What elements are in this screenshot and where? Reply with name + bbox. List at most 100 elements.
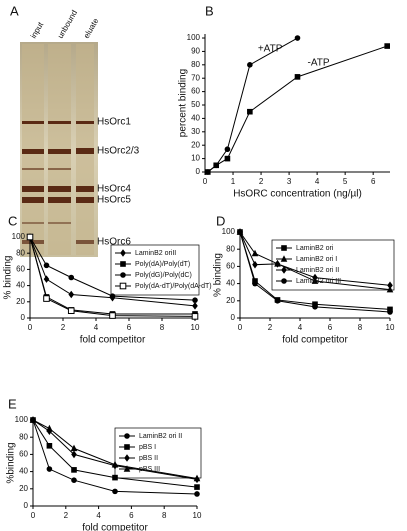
- marker: [193, 474, 201, 482]
- marker: [46, 466, 53, 472]
- y-tick-label: 60: [226, 262, 235, 271]
- panel-label: B: [205, 3, 214, 18]
- y-tick-label: 60: [19, 450, 28, 459]
- x-tick-label: 8: [358, 323, 363, 332]
- x-tick-label: 1: [231, 177, 236, 186]
- marker: [224, 146, 231, 153]
- x-tick-label: 5: [343, 177, 348, 186]
- marker: [43, 262, 50, 269]
- marker: [191, 313, 199, 320]
- y-axis-label: percent binding: [178, 69, 189, 137]
- x-axis-label: HsORC concentration (ng/µl): [233, 189, 362, 200]
- marker: [68, 274, 75, 281]
- legend-label: pBS III: [139, 466, 160, 473]
- marker: [192, 297, 198, 303]
- x-tick-label: 6: [129, 511, 134, 520]
- y-tick-label: 30: [191, 127, 200, 136]
- band-label: HsOrc2/3: [97, 146, 140, 157]
- marker: [192, 302, 198, 310]
- x-tick-label: 0: [203, 177, 208, 186]
- x-tick-label: 10: [193, 511, 202, 520]
- y-tick-label: 20: [226, 296, 235, 305]
- y-tick-label: 100: [15, 415, 29, 424]
- marker: [213, 162, 220, 169]
- y-tick-label: 10: [191, 154, 200, 163]
- legend-label: pBS II: [139, 455, 158, 462]
- y-tick-label: 0: [24, 501, 29, 510]
- marker: [46, 424, 53, 432]
- y-tick-label: 40: [226, 279, 235, 288]
- marker: [109, 312, 116, 319]
- y-tick-label: 80: [16, 248, 25, 257]
- x-tick-label: 4: [298, 323, 303, 332]
- x-tick-label: 0: [31, 511, 36, 520]
- x-tick-label: 6: [127, 323, 132, 332]
- panel-label: E: [8, 396, 17, 411]
- marker: [274, 298, 281, 304]
- y-tick-label: 60: [16, 265, 25, 274]
- marker: [252, 260, 258, 269]
- marker: [312, 273, 318, 282]
- legend-marker: [123, 465, 131, 472]
- y-tick-label: 20: [16, 297, 25, 306]
- marker: [43, 295, 50, 302]
- band-label: HsOrc6: [97, 237, 131, 248]
- marker: [109, 293, 116, 299]
- band-label: HsOrc5: [97, 195, 131, 206]
- x-tick-label: 10: [191, 323, 200, 332]
- y-tick-label: 100: [222, 227, 236, 236]
- legend-label: Poly(dG)/Poly(dC): [135, 272, 192, 279]
- panel-label: C: [8, 213, 17, 228]
- x-axis-label: fold competitor: [80, 335, 146, 346]
- y-tick-label: 40: [19, 467, 28, 476]
- lane-label: input: [29, 20, 46, 40]
- y-tick-label: 0: [231, 313, 236, 322]
- gel-image: [20, 42, 98, 257]
- series-line: [207, 45, 388, 173]
- x-axis-label: fold competitor: [82, 523, 148, 531]
- marker: [68, 290, 75, 299]
- y-tick-label: 20: [191, 140, 200, 149]
- y-tick-label: 100: [12, 232, 26, 241]
- marker: [67, 307, 75, 315]
- legend-label: LaminB2 oriII: [135, 250, 176, 257]
- legend-label: LaminB2 ori: [296, 245, 334, 252]
- y-tick-label: 0: [21, 313, 26, 322]
- legend-marker: [120, 272, 126, 278]
- marker: [247, 108, 253, 115]
- marker: [294, 35, 301, 41]
- marker: [274, 260, 281, 268]
- x-tick-label: 8: [162, 511, 167, 520]
- y-tick-label: 80: [226, 244, 235, 253]
- marker: [71, 467, 77, 473]
- band-label: HsOrc1: [97, 117, 131, 128]
- legend-label: LaminB2 ori II: [139, 433, 182, 440]
- marker: [111, 460, 119, 468]
- marker: [251, 249, 259, 257]
- marker: [194, 491, 200, 497]
- legend-label: LaminB2 ori I: [296, 256, 337, 263]
- y-tick-label: 50: [191, 100, 200, 109]
- y-tick-label: 70: [191, 73, 200, 82]
- lane-label: eluate: [82, 16, 101, 40]
- y-tick-label: 20: [19, 484, 28, 493]
- legend-label: Poly(dA)/Poly(dT): [135, 261, 190, 268]
- marker: [205, 169, 211, 175]
- marker: [387, 281, 393, 290]
- x-tick-label: 0: [28, 323, 33, 332]
- x-tick-label: 2: [268, 323, 273, 332]
- legend-marker: [281, 266, 287, 274]
- x-axis-label: fold competitor: [282, 335, 348, 346]
- marker: [312, 304, 318, 310]
- panel-label: A: [10, 3, 19, 18]
- marker: [71, 450, 77, 459]
- y-axis-label: % binding: [213, 253, 224, 297]
- y-tick-label: 40: [191, 114, 200, 123]
- x-tick-label: 4: [96, 511, 101, 520]
- marker: [237, 229, 243, 235]
- y-axis-label: %binding: [6, 442, 17, 483]
- marker: [384, 43, 390, 49]
- marker: [43, 275, 50, 283]
- x-tick-label: 10: [386, 323, 395, 332]
